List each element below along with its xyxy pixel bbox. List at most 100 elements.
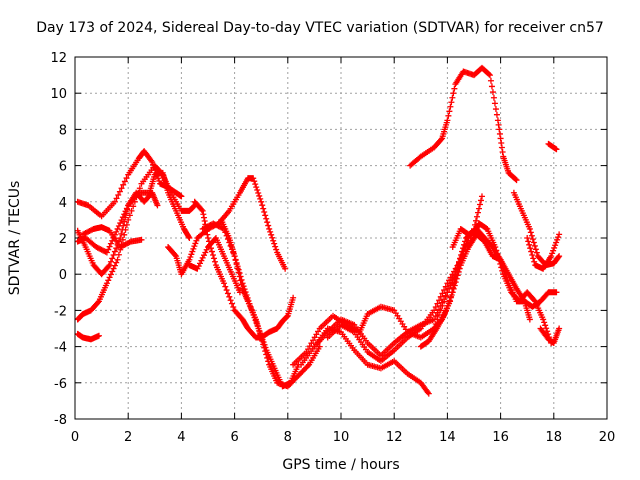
- data-point: [123, 221, 130, 228]
- data-point: [259, 337, 266, 344]
- data-point: [121, 231, 128, 238]
- data-point: [262, 212, 269, 219]
- data-point: [432, 313, 439, 320]
- data-point: [447, 103, 454, 110]
- data-point: [498, 144, 505, 151]
- data-point: [265, 222, 272, 229]
- data-point: [474, 209, 481, 216]
- data-point: [126, 212, 133, 219]
- data-point: [109, 255, 116, 262]
- data-point: [553, 239, 560, 246]
- data-point: [227, 297, 234, 304]
- data-point: [220, 280, 227, 287]
- data-point: [209, 251, 216, 258]
- data-point: [450, 90, 457, 97]
- data-point: [552, 145, 559, 152]
- data-point: [437, 302, 444, 309]
- x-tick-label: 2: [124, 430, 132, 445]
- series-arc-7: [165, 175, 289, 278]
- data-point: [106, 243, 113, 250]
- data-point: [542, 322, 549, 329]
- data-point: [447, 298, 454, 305]
- data-point: [284, 313, 291, 320]
- data-point: [114, 256, 121, 263]
- series-arc-23: [537, 325, 563, 346]
- data-point: [472, 217, 479, 224]
- data-point: [437, 293, 444, 300]
- data-point: [497, 135, 504, 142]
- data-point: [121, 178, 128, 185]
- data-point: [476, 201, 483, 208]
- data-point: [495, 121, 502, 128]
- x-tick-label: 0: [71, 430, 79, 445]
- series-arc-21: [524, 231, 563, 272]
- data-point: [499, 262, 506, 269]
- data-point: [208, 248, 215, 255]
- plot-frame: [74, 56, 608, 420]
- data-points: [74, 64, 563, 397]
- y-tick-label: -8: [54, 413, 67, 428]
- grid-lines: [75, 57, 607, 419]
- data-point: [238, 281, 245, 288]
- data-point: [450, 284, 457, 291]
- data-point: [431, 316, 438, 323]
- data-point: [456, 258, 463, 265]
- data-point: [234, 265, 241, 272]
- series-arc-17: [417, 231, 533, 350]
- data-point: [459, 248, 466, 255]
- y-tick-label: 12: [50, 51, 67, 66]
- data-point: [513, 177, 520, 184]
- x-axis-label: GPS time / hours: [282, 457, 400, 473]
- data-point: [524, 235, 531, 241]
- data-point: [113, 228, 120, 235]
- data-point: [555, 254, 562, 261]
- y-tick-label: -2: [54, 304, 67, 319]
- y-tick-label: -6: [54, 377, 67, 392]
- data-point: [436, 306, 443, 313]
- data-point: [282, 265, 289, 272]
- x-tick-label: 4: [177, 430, 185, 445]
- data-point: [232, 257, 239, 264]
- data-point: [316, 343, 323, 350]
- series-arc-9: [199, 220, 302, 390]
- data-point: [425, 390, 432, 397]
- axis-ticks: 0 2 4 6 8 10 12 14 16 18 20 -8 -6 -4 -2 0 2 4 6 8 10 12: [50, 51, 615, 445]
- data-point: [503, 274, 510, 281]
- data-point: [105, 277, 112, 284]
- data-point: [105, 246, 112, 253]
- data-point: [526, 316, 533, 323]
- data-point: [191, 243, 198, 250]
- data-point: [485, 71, 492, 78]
- data-point: [199, 254, 206, 261]
- data-point: [187, 254, 194, 261]
- data-point: [120, 181, 127, 188]
- data-point: [436, 297, 443, 304]
- series-arc-16: [407, 64, 520, 184]
- data-point: [224, 290, 231, 297]
- data-point: [445, 112, 452, 119]
- data-point: [188, 251, 195, 258]
- data-point: [107, 240, 114, 247]
- data-point: [201, 252, 208, 259]
- data-point: [193, 237, 200, 244]
- data-point: [254, 187, 261, 194]
- data-point: [201, 218, 208, 225]
- data-point: [260, 341, 267, 348]
- data-point: [549, 250, 556, 257]
- data-point: [202, 249, 209, 256]
- data-point: [529, 236, 536, 243]
- data-point: [115, 223, 122, 230]
- data-point: [95, 332, 102, 339]
- data-point: [526, 225, 533, 232]
- data-point: [113, 195, 120, 202]
- data-point: [451, 85, 458, 92]
- data-point: [528, 248, 535, 255]
- data-point: [501, 268, 508, 275]
- data-point: [556, 325, 563, 332]
- data-point: [237, 277, 244, 284]
- data-point: [115, 192, 122, 199]
- data-point: [556, 231, 563, 238]
- data-point: [252, 181, 259, 188]
- data-point: [533, 249, 540, 256]
- data-point: [233, 261, 240, 268]
